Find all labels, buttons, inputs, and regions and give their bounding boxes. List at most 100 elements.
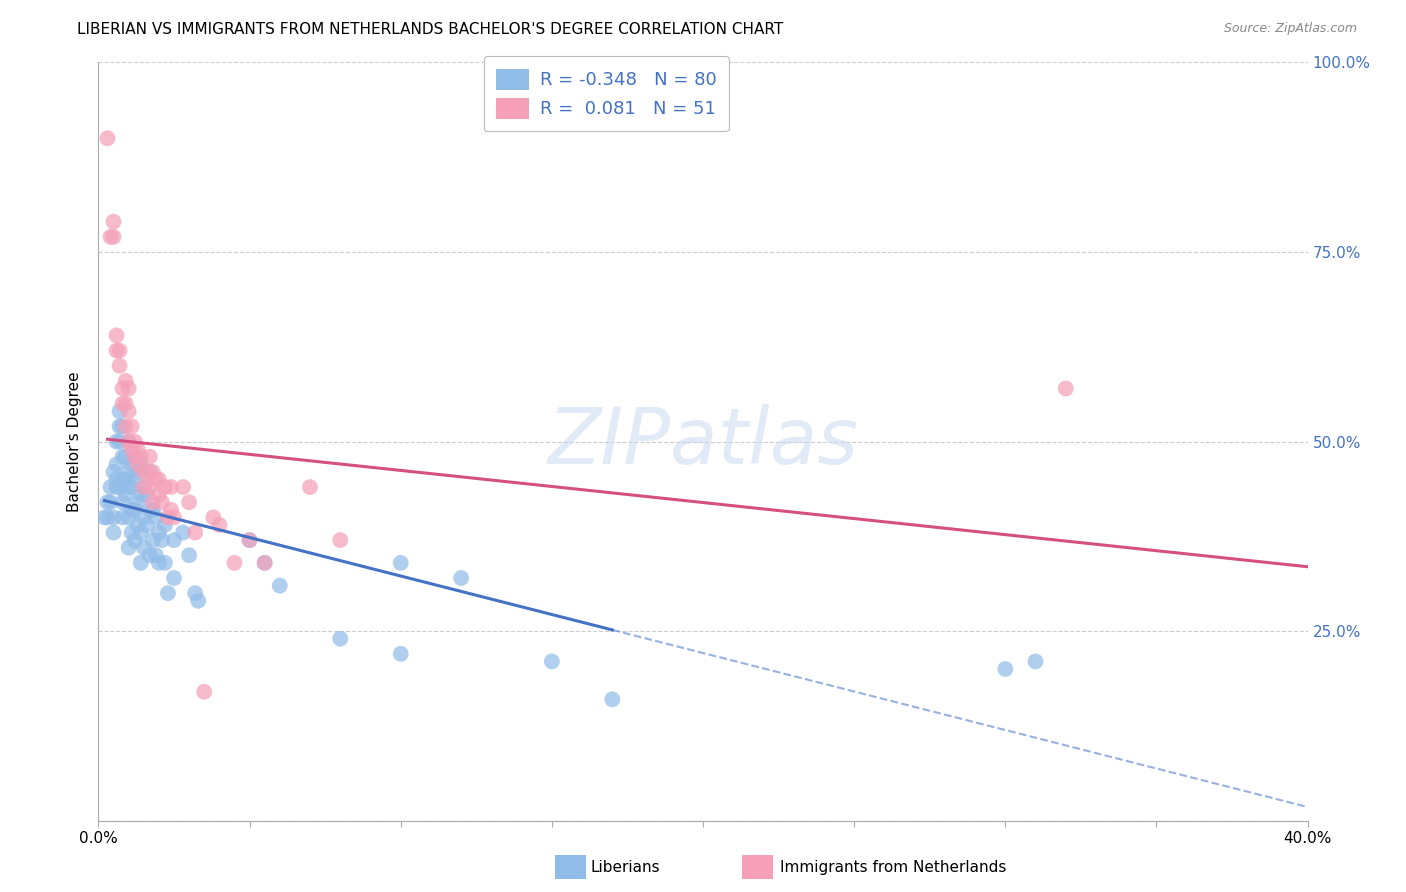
Point [145, 548, 167, 563]
Point [163, 533, 186, 548]
Point [193, 685, 215, 699]
Point [121, 503, 143, 517]
Point [121, 480, 143, 494]
Point [103, 525, 125, 540]
Point [269, 579, 291, 593]
Point [121, 525, 143, 540]
Point [329, 632, 352, 646]
Point [111, 396, 134, 410]
Point [105, 434, 128, 449]
Point [129, 450, 152, 464]
Point [299, 480, 322, 494]
Point [100, 229, 122, 244]
Point [96, 131, 118, 145]
Point [163, 510, 186, 524]
Point [540, 655, 562, 669]
Point [142, 533, 165, 548]
Point [160, 480, 183, 494]
Point [1054, 382, 1077, 396]
Point [389, 647, 412, 661]
Point [111, 473, 134, 487]
Point [118, 404, 141, 418]
Point [111, 419, 134, 434]
Point [105, 480, 128, 494]
Point [153, 517, 176, 532]
Point [118, 480, 141, 494]
Point [132, 480, 155, 494]
Point [118, 510, 141, 524]
Point [142, 465, 165, 479]
Point [239, 533, 262, 548]
Point [118, 434, 141, 449]
Point [118, 541, 141, 555]
Point [329, 533, 352, 548]
Point [156, 510, 179, 524]
Point [118, 465, 141, 479]
Point [96, 495, 118, 509]
Point [160, 503, 183, 517]
Point [148, 473, 170, 487]
Point [111, 495, 134, 509]
Point [100, 495, 122, 509]
Point [121, 458, 143, 472]
Point [129, 458, 152, 472]
Point [124, 434, 146, 449]
Point [139, 450, 162, 464]
Point [105, 458, 128, 472]
Point [103, 214, 125, 228]
Point [124, 503, 146, 517]
Point [389, 556, 412, 570]
Point [103, 465, 125, 479]
Point [994, 662, 1017, 676]
Point [103, 510, 125, 524]
Point [184, 586, 207, 600]
Point [114, 450, 136, 464]
Legend: R = -0.348   N = 80, R =  0.081   N = 51: R = -0.348 N = 80, R = 0.081 N = 51 [484, 56, 728, 131]
Point [253, 556, 276, 570]
Point [148, 525, 170, 540]
Point [127, 495, 149, 509]
Point [172, 525, 194, 540]
Point [129, 487, 152, 501]
Point [114, 396, 136, 410]
Point [108, 434, 131, 449]
Point [96, 510, 118, 524]
Text: Immigrants from Netherlands: Immigrants from Netherlands [780, 860, 1007, 874]
Point [208, 517, 231, 532]
Point [121, 419, 143, 434]
Point [108, 359, 131, 373]
Point [602, 692, 624, 706]
Point [124, 533, 146, 548]
Point [108, 343, 131, 358]
Point [145, 510, 167, 524]
Point [135, 465, 157, 479]
Point [150, 495, 173, 509]
Point [127, 465, 149, 479]
Point [142, 495, 165, 509]
Point [135, 517, 157, 532]
Text: ZIPatlas: ZIPatlas [547, 403, 859, 480]
Point [450, 571, 472, 585]
Point [114, 473, 136, 487]
Point [105, 328, 128, 343]
Y-axis label: Bachelor's Degree: Bachelor's Degree [67, 371, 83, 512]
Point [239, 533, 262, 548]
Point [172, 480, 194, 494]
Point [153, 480, 176, 494]
Point [114, 419, 136, 434]
Text: Liberians: Liberians [591, 860, 661, 874]
Point [114, 487, 136, 501]
Point [148, 556, 170, 570]
Point [132, 510, 155, 524]
Point [132, 541, 155, 555]
Point [127, 517, 149, 532]
Point [124, 473, 146, 487]
Point [124, 450, 146, 464]
Point [118, 382, 141, 396]
Point [184, 525, 207, 540]
Point [105, 473, 128, 487]
Point [142, 503, 165, 517]
Point [156, 586, 179, 600]
Point [111, 450, 134, 464]
Point [121, 442, 143, 457]
